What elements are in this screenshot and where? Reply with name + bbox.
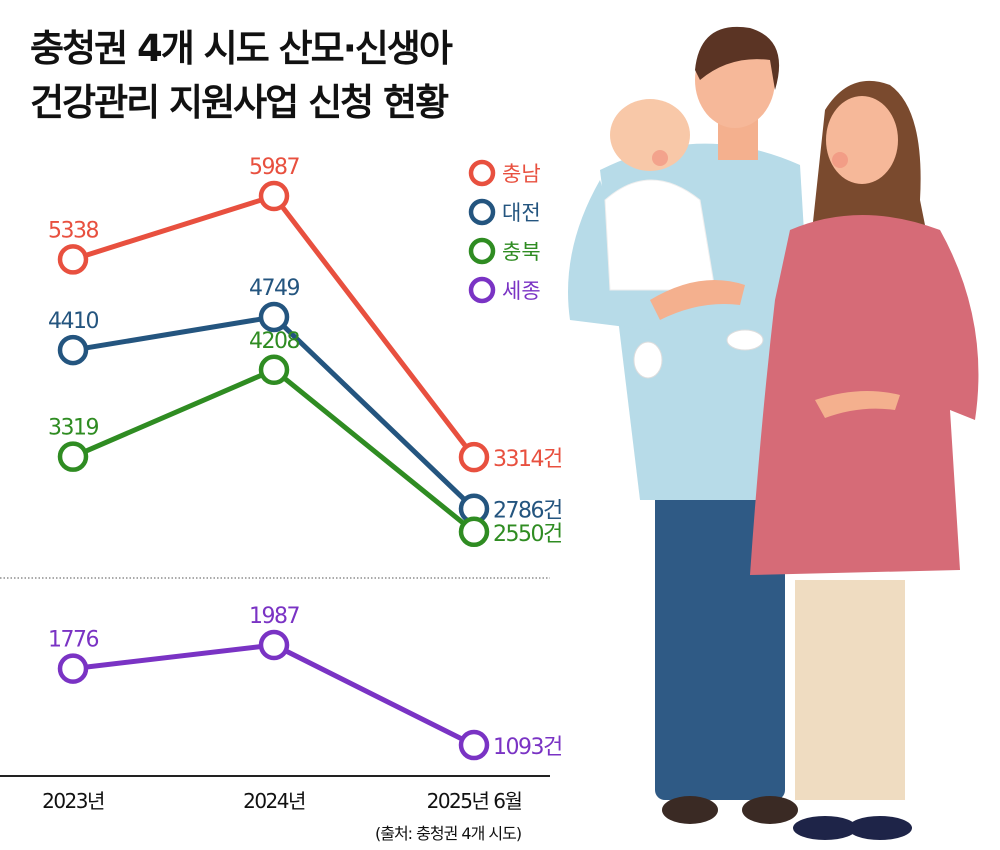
data-point [57, 653, 89, 684]
data-label: 3314건 [493, 447, 562, 472]
legend-marker [468, 198, 496, 226]
data-point [57, 334, 89, 366]
data-point [258, 629, 290, 661]
data-point [258, 180, 290, 212]
title-line-2: 건강관리 지원사업 신청 현황 [30, 81, 449, 124]
mother-figure [750, 80, 979, 840]
data-point [458, 729, 490, 761]
legend-marker [468, 237, 496, 265]
x-tick-label: 2023년 [42, 789, 104, 813]
x-tick-label: 2024년 [243, 789, 305, 813]
legend-label: 충북 [502, 240, 541, 264]
data-point [458, 441, 490, 473]
data-point [57, 244, 89, 275]
data-label: 1987 [249, 604, 299, 629]
data-label: 4410 [48, 309, 98, 334]
data-point [258, 301, 290, 333]
source-note: (출처: 충청권 4개 시도) [375, 824, 522, 843]
baby-figure [604, 99, 764, 379]
legend-marker [468, 276, 496, 304]
x-tick-label: 2025년 6월 [427, 789, 522, 813]
data-label: 2786건 [493, 499, 562, 524]
legend-label: 대전 [502, 201, 541, 225]
data-label: 4208 [249, 329, 299, 354]
data-label: 5987 [249, 155, 299, 180]
data-label: 1776 [48, 628, 98, 653]
legend-label: 충남 [502, 162, 541, 186]
data-label: 2550건 [493, 522, 562, 547]
chart-title: 충청권 4개 시도 산모·신생아 건강관리 지원사업 신청 현황 [30, 22, 453, 130]
legend-label: 세종 [502, 279, 541, 303]
data-label: 3319 [48, 416, 98, 441]
legend-marker [468, 159, 496, 187]
data-point [258, 354, 290, 386]
line-chart: 2023년 2024년 2025년 6월 5338 5987 3314건 충남 4410 474… [0, 155, 563, 813]
data-label: 4749 [249, 276, 299, 301]
title-line-1: 충청권 4개 시도 산모·신생아 [30, 27, 453, 70]
data-point [57, 441, 89, 472]
data-point [458, 516, 490, 548]
data-label: 1093건 [493, 735, 562, 760]
data-label: 5338 [48, 218, 98, 243]
